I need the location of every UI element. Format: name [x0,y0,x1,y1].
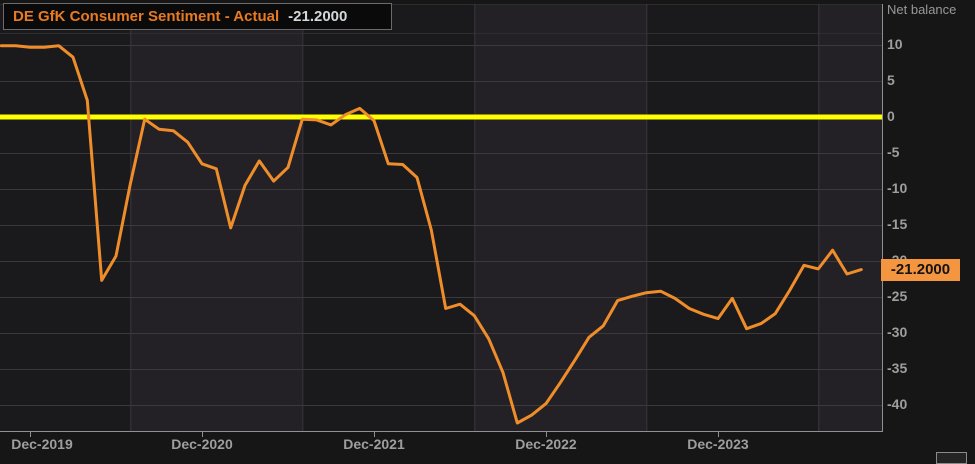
chart-title-box[interactable]: DE GfK Consumer Sentiment - Actual -21.20… [3,3,392,30]
plot-band [818,4,882,431]
sentiment-line [0,44,863,425]
plot-band [302,4,475,431]
x-axis-label: Dec-2019 [11,436,73,452]
y-axis-label: 5 [887,72,895,88]
corner-resize-box[interactable] [936,452,967,464]
y-axis-label: 0 [887,108,895,124]
chart-title: DE GfK Consumer Sentiment - Actual [13,8,280,25]
last-value-badge: -21.2000 [881,259,960,281]
y-axis-label: -35 [887,360,908,376]
y-axis-label: -40 [887,396,908,412]
chart-title-value: -21.2000 [288,8,348,25]
plot-band [474,4,647,431]
x-axis-label: Dec-2023 [687,436,749,452]
plot-band [130,4,303,431]
x-axis-label: Dec-2020 [171,436,233,452]
plot-band [646,4,819,431]
y-axis-title: Net balance [887,2,957,17]
y-axis-label: -30 [887,324,908,340]
y-axis-label: -10 [887,180,908,196]
x-axis-label: Dec-2021 [343,436,405,452]
y-axis-label: 10 [887,36,903,52]
y-axis-label: -25 [887,288,908,304]
plot-band [0,4,131,431]
x-axis-label: Dec-2022 [515,436,577,452]
y-axis-label: -5 [887,144,900,160]
y-axis-label: -15 [887,216,908,232]
